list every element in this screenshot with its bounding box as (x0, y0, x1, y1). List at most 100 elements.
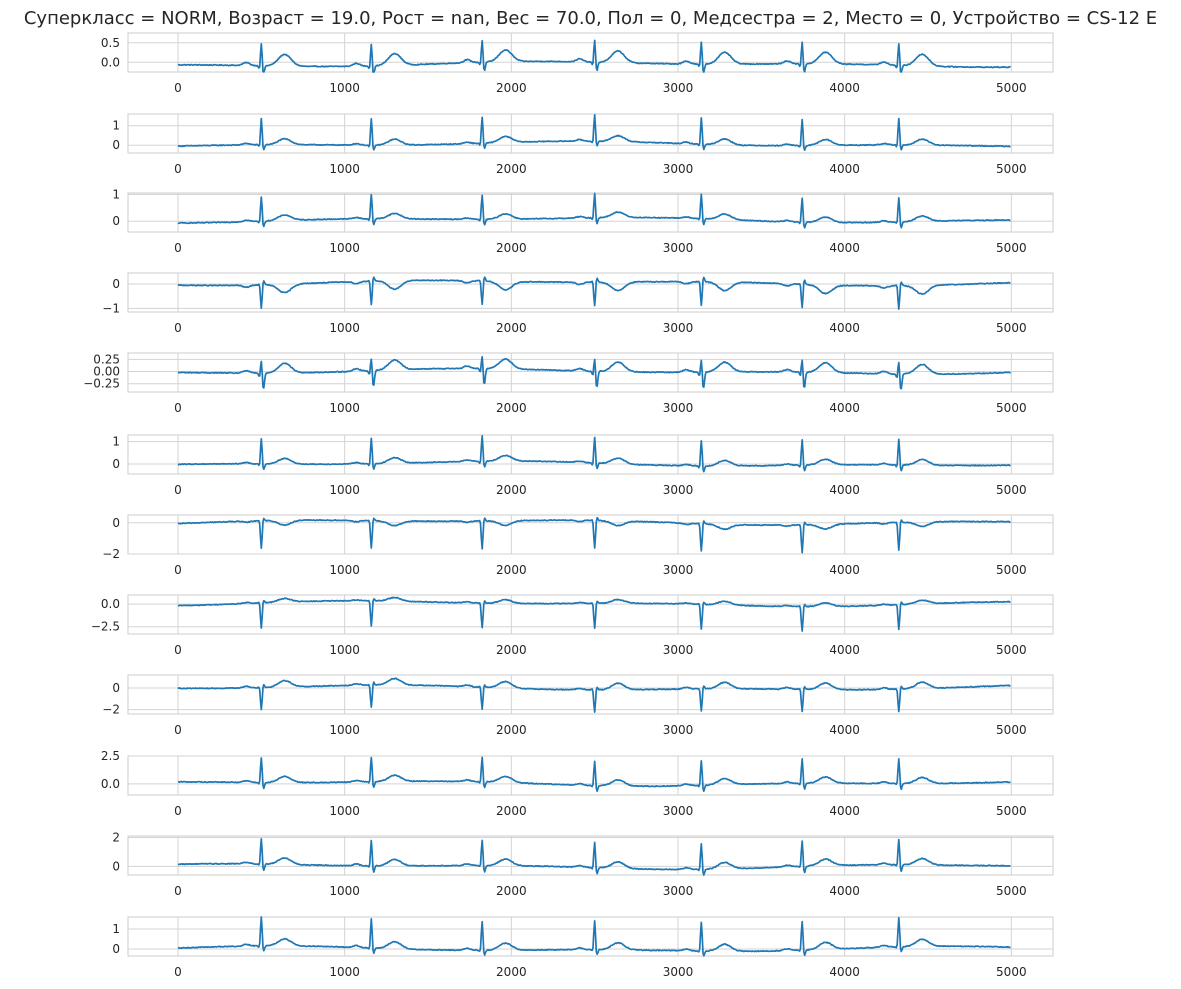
ecg-trace-lead-2 (177, 113, 1011, 151)
x-tick-label: 5000 (996, 965, 1027, 979)
y-tick-label: −2.5 (91, 620, 120, 634)
lead-panel-9: 0 1000 2000 3000 4000 5000 −2 0 (102, 674, 1054, 737)
x-tick-label: 5000 (996, 321, 1027, 335)
y-tick-label: 0.25 (93, 352, 120, 366)
y-tick-label: 0 (112, 681, 120, 695)
x-tick-label: 2000 (496, 804, 527, 818)
x-tick-label: 4000 (829, 241, 860, 255)
lead-panel-1: 0 1000 2000 3000 4000 5000 0.0 0.5 (101, 32, 1054, 95)
x-tick-label: 2000 (496, 643, 527, 657)
x-tick-label: 4000 (829, 804, 860, 818)
x-tick-label: 3000 (663, 643, 694, 657)
x-tick-label: 3000 (663, 241, 694, 255)
y-tick-label: 0.5 (101, 36, 120, 50)
lead-panel-2: 0 1000 2000 3000 4000 5000 0 1 (112, 113, 1054, 176)
lead-panel-4: 0 1000 2000 3000 4000 5000 −1 0 (102, 272, 1054, 335)
axes-frame (127, 674, 1054, 715)
x-tick-label: 1000 (329, 162, 360, 176)
x-tick-label: 3000 (663, 162, 694, 176)
x-tick-label: 2000 (496, 884, 527, 898)
x-tick-label: 1000 (329, 483, 360, 497)
axes-frame (127, 755, 1054, 796)
x-tick-label: 0 (174, 723, 182, 737)
x-tick-label: 4000 (829, 81, 860, 95)
x-tick-label: 4000 (829, 643, 860, 657)
x-tick-label: 5000 (996, 401, 1027, 415)
x-tick-label: 2000 (496, 563, 527, 577)
x-tick-label: 0 (174, 162, 182, 176)
x-tick-label: 3000 (663, 321, 694, 335)
chart-title: Суперкласс = NORM, Возраст = 19.0, Рост … (23, 8, 1158, 29)
x-tick-label: 0 (174, 643, 182, 657)
x-tick-label: 5000 (996, 884, 1027, 898)
x-tick-label: 5000 (996, 162, 1027, 176)
y-tick-label: 1 (112, 187, 120, 201)
y-tick-label: 0 (112, 214, 120, 228)
x-tick-label: 0 (174, 81, 182, 95)
x-tick-label: 3000 (663, 563, 694, 577)
x-tick-label: 2000 (496, 321, 527, 335)
x-tick-label: 0 (174, 804, 182, 818)
ecg-trace-lead-8 (177, 596, 1011, 632)
x-tick-label: 1000 (329, 401, 360, 415)
ecg-trace-lead-10 (177, 756, 1011, 793)
x-tick-label: 5000 (996, 643, 1027, 657)
ecg-trace-lead-5 (177, 355, 1012, 390)
x-tick-label: 5000 (996, 483, 1027, 497)
lead-panel-10: 0 1000 2000 3000 4000 5000 0.0 2.5 (101, 749, 1054, 818)
x-tick-label: 3000 (663, 884, 694, 898)
y-tick-label: 0.00 (93, 365, 120, 379)
y-tick-label: 0.0 (101, 777, 120, 791)
x-tick-label: 2000 (496, 162, 527, 176)
ecg-trace-lead-11 (177, 837, 1011, 876)
x-tick-label: 4000 (829, 965, 860, 979)
lead-panel-8: 0 1000 2000 3000 4000 5000 −2.5 0.0 (91, 594, 1054, 657)
x-tick-label: 2000 (496, 483, 527, 497)
axes-frame (127, 594, 1054, 635)
y-tick-label: 2.5 (101, 749, 120, 763)
x-tick-label: 5000 (996, 81, 1027, 95)
axes-frame (127, 192, 1054, 233)
x-tick-label: 2000 (496, 241, 527, 255)
x-tick-label: 2000 (496, 401, 527, 415)
x-tick-label: 5000 (996, 563, 1027, 577)
y-tick-label: 2 (112, 830, 120, 844)
x-tick-label: 5000 (996, 723, 1027, 737)
lead-panel-11: 0 1000 2000 3000 4000 5000 0 2 (112, 830, 1054, 898)
x-tick-label: 2000 (496, 723, 527, 737)
ecg-trace-lead-4 (177, 276, 1011, 310)
x-tick-label: 0 (174, 401, 182, 415)
y-tick-label: 1 (112, 119, 120, 133)
x-tick-label: 1000 (329, 563, 360, 577)
axes-frame (127, 113, 1054, 154)
y-tick-label: −2 (102, 703, 120, 717)
y-tick-label: −1 (102, 301, 120, 315)
x-tick-label: 3000 (663, 965, 694, 979)
ecg-trace-lead-3 (177, 192, 1011, 229)
x-tick-label: 4000 (829, 401, 860, 415)
x-tick-label: 5000 (996, 241, 1027, 255)
x-tick-label: 1000 (329, 723, 360, 737)
x-tick-label: 3000 (663, 723, 694, 737)
x-tick-label: 0 (174, 483, 182, 497)
lead-panel-12: 0 1000 2000 3000 4000 5000 0 1 (112, 916, 1054, 979)
x-tick-label: 1000 (329, 643, 360, 657)
x-tick-label: 4000 (829, 563, 860, 577)
x-tick-label: 0 (174, 884, 182, 898)
x-tick-label: 0 (174, 965, 182, 979)
x-tick-label: 1000 (329, 884, 360, 898)
y-tick-label: 0 (112, 138, 120, 152)
ecg-trace-lead-7 (177, 516, 1011, 554)
y-tick-label: 0.0 (101, 55, 120, 69)
x-tick-label: 1000 (329, 321, 360, 335)
axes-frame (127, 434, 1054, 475)
ecg-trace-lead-1 (177, 39, 1011, 73)
x-tick-label: 5000 (996, 804, 1027, 818)
y-tick-label: 0 (112, 516, 120, 530)
x-tick-label: 0 (174, 563, 182, 577)
x-tick-label: 2000 (496, 965, 527, 979)
x-tick-label: 0 (174, 241, 182, 255)
x-tick-label: 2000 (496, 81, 527, 95)
x-tick-label: 1000 (329, 241, 360, 255)
